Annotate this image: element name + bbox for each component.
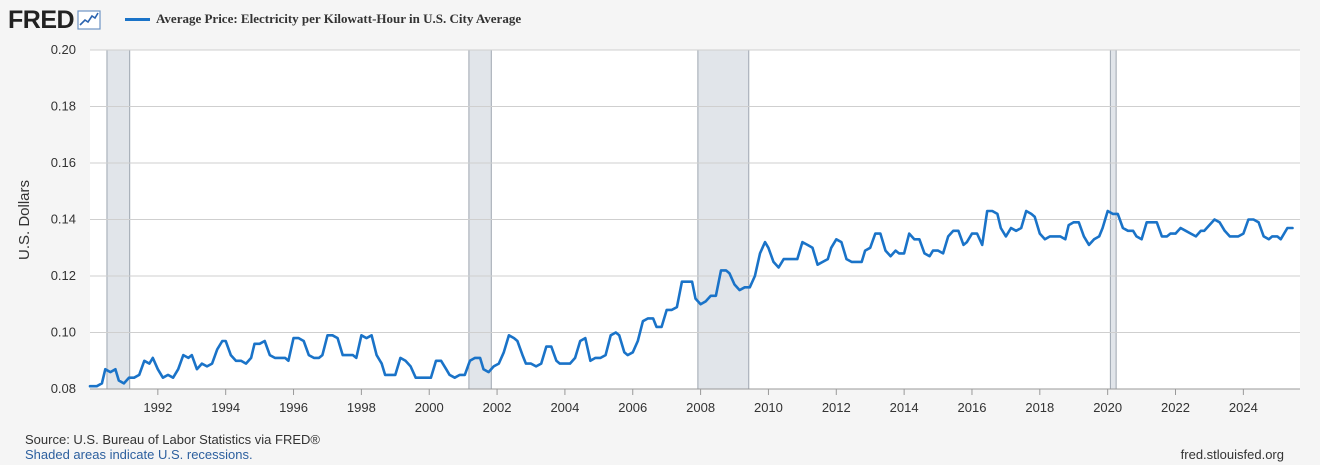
x-tick-label-1998: 1998 [347,400,376,415]
y-tick-label-0.14: 0.14 [51,212,76,227]
x-tick-label-2008: 2008 [686,400,715,415]
x-tick-label-2018: 2018 [1025,400,1054,415]
series-line-0 [88,209,1294,388]
y-tick-label-0.08: 0.08 [51,381,76,396]
x-tick-label-2014: 2014 [890,400,919,415]
x-tick-label-2016: 2016 [958,400,987,415]
fred-logo-text: FRED [8,6,75,34]
line-chart[interactable]: 0.08 0.10 0.12 0.14 0.16 0.18 0.20 1992 1994 1996… [0,0,1320,430]
y-tick-label-0.16: 0.16 [51,155,76,170]
y-tick-label-0.18: 0.18 [51,99,76,114]
x-tick-label-2002: 2002 [483,400,512,415]
fred-logo[interactable]: FRED [8,6,101,34]
x-tick-label-2004: 2004 [550,400,579,415]
source-text[interactable]: U.S. Bureau of Labor Statistics via FRED… [73,432,320,447]
x-tick-label-1994: 1994 [211,400,240,415]
recession-note[interactable]: Shaded areas indicate U.S. recessions. [25,447,253,462]
x-tick-label-2012: 2012 [822,400,851,415]
x-tick-label-2000: 2000 [415,400,444,415]
x-tick-label-1996: 1996 [279,400,308,415]
site-url[interactable]: fred.stlouisfed.org [1180,447,1284,462]
legend-label[interactable]: Average Price: Electricity per Kilowatt-… [156,11,522,26]
y-axis-label: U.S. Dollars [16,180,33,260]
legend-swatch [125,17,150,21]
x-tick-label-2006: 2006 [618,400,647,415]
x-tick-label-2024: 2024 [1229,400,1258,415]
y-tick-label-0.10: 0.10 [51,325,76,340]
x-tick-label-1992: 1992 [143,400,172,415]
y-tick-label-0.12: 0.12 [51,268,76,283]
x-tick-label-2010: 2010 [754,400,783,415]
line-chart-icon [77,10,101,30]
x-tick-label-2022: 2022 [1161,400,1190,415]
x-tick-label-2020: 2020 [1093,400,1122,415]
source-prefix: Source: [25,432,74,447]
chart-legend: Average Price: Electricity per Kilowatt-… [125,11,521,27]
source-credit: Source: U.S. Bureau of Labor Statistics … [25,432,320,447]
y-tick-label-0.20: 0.20 [51,42,76,57]
